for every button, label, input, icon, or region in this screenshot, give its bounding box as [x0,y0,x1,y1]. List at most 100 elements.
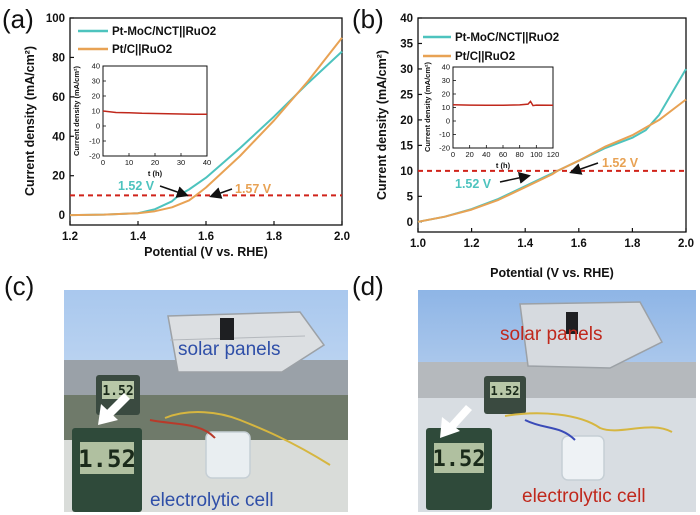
inset-b-xtick-label: 120 [547,150,560,159]
pointer-arrowhead-d [440,417,460,438]
chart-b-ytick-label: 25 [400,89,413,101]
solar-panel-c-line [169,335,306,341]
chart-a-ytick-label: 20 [52,171,65,183]
chart-b-ticks: 1.0 1.2 1.4 1.6 1.8 2.0 0 5 10 15 20 25 30 35 40 [400,13,694,250]
label-d-solar-panels: solar panels [500,324,602,345]
chart-a-ytick-label: 100 [46,13,65,25]
inset-b-ytick-label: 30 [442,76,450,85]
inset-a-xtick-label: 40 [203,158,211,167]
inset-a-ytick-label: 30 [92,77,100,86]
meter-d-bottom-screen [434,443,484,473]
chart-b-xtick-label: 2.0 [678,238,694,250]
chart-a-ytick-label: 80 [52,52,65,64]
photo-d-building [418,362,696,400]
annotation-a-2: 1.57 V [235,182,272,196]
chart-b-xtick-label: 1.4 [517,238,534,250]
annotation-arrow-b-2 [499,172,531,184]
inset-a-ytick-label: 10 [92,107,100,116]
chart-b-ytick-label: 5 [407,191,414,203]
chart-b-frame [417,17,687,233]
inset-a-ticks: 0 10 20 30 40 -20 -10 0 10 20 30 40 [89,62,211,168]
inset-a-xtick-label: 0 [101,158,105,167]
chart-a-series-2-line [69,37,343,217]
inset-a-series [102,110,208,116]
chart-a-inset: 0 10 20 30 40 -20 -10 0 10 20 30 40 t (h) Current d… [72,62,211,179]
legend-label-a-2: Pt/C||RuO2 [112,44,172,56]
inset-a-ytick-label: -20 [89,152,100,161]
chart-b-series [417,68,687,223]
chart-b-ytick-label: 15 [400,140,413,152]
label-d-electrolytic-cell: electrolytic cell [522,486,646,507]
chart-b-xlabel: Potential (V vs. RHE) [490,266,614,280]
chart-b-ytick-label: 20 [400,115,413,127]
annotation-arrow-a-1 [159,185,189,198]
annotation-a-1: 1.52 V [118,179,155,193]
chart-b-ylabel: Current density (mA/cm²) [375,50,389,200]
solar-panel-d [519,301,664,369]
photo-d: 1.52 1.52 solar panels electrolytic cell [418,290,696,512]
meter-d-bottom-reading: 1.52 [433,447,486,472]
inset-b-ytick-label: 40 [442,63,450,72]
multimeter-d-top: 1.52 [484,376,526,414]
chart-a-ytick-label: 60 [52,92,65,104]
legend-label-b-1: Pt-MoC/NCT||RuO2 [455,32,559,44]
inset-b-xtick-label: 0 [451,150,455,159]
meter-c-top-reading: 1.52 [102,384,133,399]
chart-a-xtick-label: 1.2 [62,231,78,243]
inset-b-xtick-label: 20 [465,150,473,159]
inset-b-xtick-label: 40 [482,150,490,159]
multimeter-d-bottom: 1.52 [426,428,492,510]
electrolytic-cell-d [561,435,605,481]
chart-a-xtick-label: 1.4 [130,231,147,243]
chart-b-ytick-label: 10 [400,166,413,178]
inset-b-series [452,100,554,107]
inset-a-xtick-label: 20 [151,158,159,167]
electrolytic-cell-c [205,431,251,479]
legend-label-a-1: Pt-MoC/NCT||RuO2 [112,26,216,38]
panel-label-b: (b) [352,4,384,34]
panel-label-a: (a) [2,4,34,34]
inset-a-xtick-label: 30 [177,158,185,167]
multimeter-c-top: 1.52 [96,375,140,415]
inset-a-xtick-label: 10 [125,158,133,167]
inset-b-ytick-label: 20 [442,90,450,99]
inset-a-frame [102,65,208,157]
inset-a-ytick-label: 0 [96,122,100,131]
inset-a-ylabel: Current density (mA/cm²) [72,65,81,156]
chart-b-series-2-line [417,98,687,223]
panel-label-c: (c) [4,271,34,301]
inset-a-ytick-label: 40 [92,62,100,71]
wire-c-red [149,419,216,439]
inset-a-line [102,110,208,116]
solar-panel-d-box [566,312,578,334]
chart-a-legend: Pt-MoC/NCT||RuO2 Pt/C||RuO2 [78,26,216,56]
chart-b-xtick-label: 1.8 [624,238,641,250]
label-c-solar-panels: solar panels [178,339,280,360]
chart-a-xlabel: Potential (V vs. RHE) [144,245,268,259]
chart-b-legend: Pt-MoC/NCT||RuO2 Pt/C||RuO2 [423,32,559,63]
wire-d-blue [524,419,576,441]
chart-a-xtick-label: 2.0 [334,231,350,243]
inset-b-ytick-label: -20 [439,144,450,153]
solar-panel-c [167,311,326,373]
inset-b-xtick-label: 100 [530,150,543,159]
inset-b-line [452,100,554,107]
chart-b: 1.0 1.2 1.4 1.6 1.8 2.0 0 5 10 15 20 25 30 35 40 Poten… [375,13,694,280]
inset-b-ytick-label: 0 [446,117,450,126]
inset-a-ytick-label: -10 [89,137,100,146]
chart-b-ytick-label: 40 [400,13,413,25]
pointer-arrowhead-c [98,404,118,425]
annotation-arrow-b-1 [569,162,599,175]
wire-d-yellow [504,412,673,433]
meter-c-top-screen [102,381,134,399]
meter-d-top-screen [490,382,520,398]
multimeter-c-bottom: 1.52 [72,428,142,512]
chart-a-xtick-label: 1.6 [198,231,214,243]
annotation-b-2: 1.52 V [455,177,492,191]
chart-a-xtick-label: 1.8 [266,231,283,243]
chart-b-ytick-label: 35 [400,38,413,50]
inset-b-ytick-label: -10 [439,130,450,139]
